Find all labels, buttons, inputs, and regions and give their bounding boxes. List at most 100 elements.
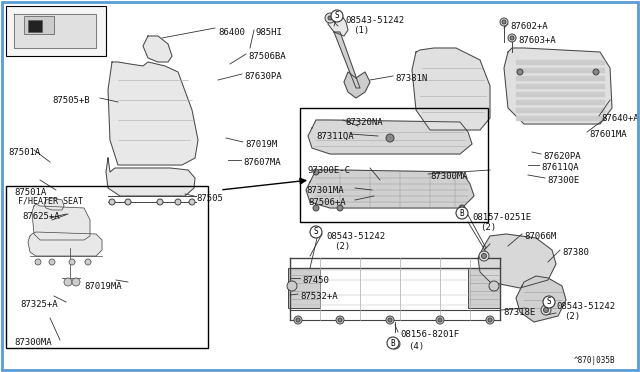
Circle shape: [481, 253, 486, 259]
Text: 87601MA: 87601MA: [589, 130, 627, 139]
Circle shape: [313, 205, 319, 211]
Bar: [6, 6, 106, 56]
Circle shape: [69, 259, 75, 265]
Polygon shape: [412, 48, 490, 130]
Circle shape: [189, 199, 195, 205]
Circle shape: [310, 226, 322, 238]
Circle shape: [390, 339, 400, 349]
Circle shape: [386, 134, 394, 142]
Circle shape: [502, 20, 506, 24]
Circle shape: [486, 316, 494, 324]
Text: 87380: 87380: [562, 248, 589, 257]
Polygon shape: [516, 76, 604, 80]
Polygon shape: [516, 84, 604, 88]
Text: 87381N: 87381N: [395, 74, 428, 83]
Text: 985HI: 985HI: [256, 28, 283, 37]
Polygon shape: [516, 108, 604, 112]
Text: 87506BA: 87506BA: [248, 52, 285, 61]
Polygon shape: [516, 100, 604, 104]
Polygon shape: [306, 170, 474, 208]
Circle shape: [387, 337, 399, 349]
Circle shape: [125, 199, 131, 205]
Text: 87640+A: 87640+A: [601, 114, 639, 123]
Circle shape: [438, 318, 442, 322]
Circle shape: [456, 207, 468, 219]
Text: 87532+A: 87532+A: [300, 292, 338, 301]
Text: 87603+A: 87603+A: [518, 36, 556, 45]
Circle shape: [500, 18, 508, 26]
Text: 87300MA: 87300MA: [14, 338, 52, 347]
Text: (2): (2): [334, 242, 350, 251]
Bar: [28, 20, 42, 32]
Text: (4): (4): [408, 342, 424, 351]
Circle shape: [313, 169, 319, 175]
Text: (1): (1): [353, 26, 369, 35]
Text: 87311QA: 87311QA: [316, 132, 354, 141]
Polygon shape: [32, 204, 90, 240]
Text: 08543-51242: 08543-51242: [326, 232, 385, 241]
Text: 87300E: 87300E: [547, 176, 579, 185]
Text: 87301MA: 87301MA: [306, 186, 344, 195]
Polygon shape: [516, 276, 566, 322]
Circle shape: [49, 259, 55, 265]
Polygon shape: [108, 62, 198, 165]
Circle shape: [489, 281, 499, 291]
Text: 87505: 87505: [196, 194, 223, 203]
Text: 87320NA: 87320NA: [345, 118, 383, 127]
Circle shape: [436, 316, 444, 324]
Circle shape: [325, 13, 335, 23]
Polygon shape: [334, 32, 360, 88]
Text: 08543-51242: 08543-51242: [556, 302, 615, 311]
Circle shape: [508, 34, 516, 42]
Text: 87620PA: 87620PA: [543, 152, 580, 161]
Text: 87450: 87450: [302, 276, 329, 285]
Bar: [288, 268, 320, 308]
Polygon shape: [516, 92, 604, 96]
Bar: [468, 268, 500, 308]
Text: 87019MA: 87019MA: [84, 282, 122, 291]
Circle shape: [392, 341, 397, 346]
Bar: [300, 108, 488, 222]
Text: 87501A: 87501A: [14, 188, 46, 197]
Circle shape: [72, 278, 80, 286]
Text: 97300E-C: 97300E-C: [308, 166, 351, 175]
Text: B: B: [460, 208, 464, 218]
Text: 87325+A: 87325+A: [20, 300, 58, 309]
Circle shape: [388, 318, 392, 322]
Circle shape: [510, 36, 514, 40]
Circle shape: [85, 259, 91, 265]
Text: 08156-8201F: 08156-8201F: [400, 330, 459, 339]
Text: (2): (2): [480, 223, 496, 232]
Text: 87607MA: 87607MA: [243, 158, 280, 167]
Circle shape: [35, 259, 41, 265]
Polygon shape: [344, 72, 370, 98]
Circle shape: [337, 205, 343, 211]
Circle shape: [287, 281, 297, 291]
Circle shape: [336, 316, 344, 324]
Polygon shape: [516, 116, 604, 120]
Circle shape: [479, 251, 489, 261]
Circle shape: [294, 316, 302, 324]
Text: 87019M: 87019M: [245, 140, 277, 149]
Polygon shape: [44, 198, 64, 210]
Circle shape: [488, 318, 492, 322]
Circle shape: [331, 10, 343, 22]
Circle shape: [109, 199, 115, 205]
Text: 87506+A: 87506+A: [308, 198, 346, 207]
Circle shape: [517, 69, 523, 75]
Text: 87505+B: 87505+B: [52, 96, 90, 105]
Circle shape: [175, 199, 181, 205]
Text: 87630PA: 87630PA: [244, 72, 282, 81]
Text: (2): (2): [564, 312, 580, 321]
Polygon shape: [504, 48, 612, 124]
Text: B: B: [390, 339, 396, 347]
Polygon shape: [106, 158, 195, 196]
Text: 87318E: 87318E: [503, 308, 535, 317]
Text: 87625+A: 87625+A: [22, 212, 60, 221]
Circle shape: [459, 205, 465, 211]
Polygon shape: [328, 14, 348, 36]
Text: S: S: [547, 298, 551, 307]
Circle shape: [386, 316, 394, 324]
Text: S: S: [314, 228, 318, 237]
Circle shape: [328, 16, 332, 20]
